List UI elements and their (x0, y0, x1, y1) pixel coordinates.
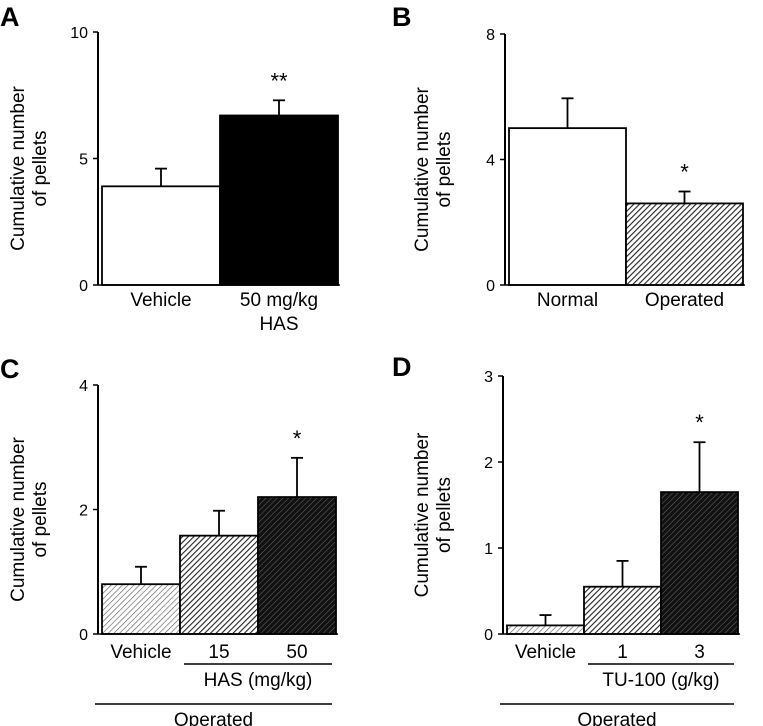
panel-b-tick-label: 0 (486, 278, 495, 295)
panel-d-significance: * (695, 410, 704, 435)
panel-c-y-axis-label: of pellets (30, 481, 51, 557)
panel-a-tick-label: 0 (79, 278, 88, 295)
panel-b-bar (508, 127, 627, 286)
panel-d-category-label: 1 (617, 642, 628, 663)
panel-d-y-axis-label: of pellets (434, 477, 455, 553)
panel-a-letter: A (0, 2, 20, 32)
panel-b-category-label: Normal (537, 290, 598, 311)
panel-b-y-axis-label: of pellets (434, 131, 455, 207)
panel-d-tick-label: 1 (484, 541, 493, 558)
panel-b-significance: * (680, 160, 689, 185)
panel-d-tick-label: 3 (484, 369, 493, 386)
panel-d-bar (583, 585, 662, 635)
panel-a-tick-label: 5 (79, 152, 88, 169)
panel-a-category-label: 50 mg/kg (240, 290, 318, 311)
panel-d-group-label: Operated (577, 710, 656, 726)
panel-b-bar (625, 202, 744, 286)
panel-c-group-label: Operated (174, 710, 253, 726)
panel-d-bar (660, 491, 739, 635)
panel-c-y-axis-label: Cumulative number (8, 436, 29, 601)
panel-d-category-label: Vehicle (515, 642, 576, 663)
panel-a-significance: ** (270, 68, 288, 93)
panel-b-y-axis-label: Cumulative number (412, 86, 433, 251)
panel-d-letter: D (392, 352, 412, 382)
panel-d-category-label: 3 (694, 642, 705, 663)
panel-c-tick-label: 2 (79, 503, 88, 520)
panel-c-bar (101, 583, 181, 635)
panel-a-bar (101, 185, 221, 286)
panel-a-category-label: HAS (259, 314, 298, 335)
panel-c-letter: C (0, 354, 20, 384)
panel-c-bar (179, 534, 259, 635)
panel-a-y-axis-label: Cumulative number (8, 85, 29, 250)
panel-c-tick-label: 4 (79, 378, 88, 395)
panel-b-category-label: Operated (645, 290, 724, 311)
panel-d-y-axis-label: Cumulative number (412, 432, 433, 597)
panel-c-group-label: HAS (mg/kg) (204, 670, 313, 691)
panel-a-category-label: Vehicle (130, 290, 191, 311)
panel-a-y-axis-label: of pellets (30, 130, 51, 206)
panel-c-category-label: 15 (208, 642, 229, 663)
panel-b-letter: B (392, 2, 412, 32)
panel-d-bar (506, 624, 585, 635)
panel-b-tick-label: 4 (486, 153, 495, 170)
panel-c-significance: * (293, 426, 302, 451)
panel-c-tick-label: 0 (79, 627, 88, 644)
panel-d-tick-label: 0 (484, 627, 493, 644)
panel-d-group-label: TU-100 (g/kg) (602, 670, 719, 691)
panel-c-category-label: 50 (286, 642, 307, 663)
panel-b-tick-label: 8 (486, 27, 495, 44)
panel-c-bar (257, 496, 337, 635)
panel-d-tick-label: 2 (484, 455, 493, 472)
panel-c-category-label: Vehicle (110, 642, 171, 663)
panel-a-bar (219, 114, 339, 286)
panel-a-tick-label: 10 (70, 25, 88, 42)
